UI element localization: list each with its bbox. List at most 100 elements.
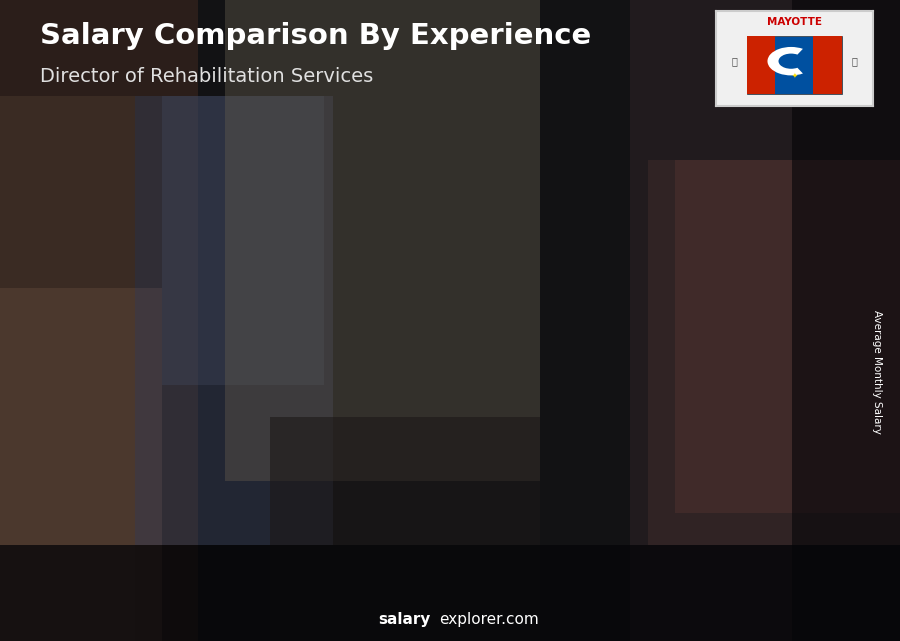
- Bar: [238, 438, 240, 577]
- Bar: [710, 160, 712, 577]
- Bar: [472, 299, 474, 577]
- Bar: [706, 160, 708, 577]
- Bar: [711, 160, 719, 577]
- Bar: [195, 438, 197, 577]
- Bar: [119, 508, 121, 577]
- Bar: [489, 299, 491, 577]
- Bar: [130, 508, 131, 577]
- Bar: [504, 299, 506, 577]
- Bar: [323, 369, 325, 577]
- Bar: [200, 438, 202, 577]
- Bar: [251, 438, 253, 577]
- Bar: [598, 229, 599, 577]
- Bar: [716, 160, 718, 577]
- Bar: [74, 508, 76, 577]
- Bar: [606, 229, 608, 577]
- Bar: [476, 299, 478, 577]
- Bar: [78, 508, 80, 577]
- Bar: [125, 508, 128, 577]
- Bar: [338, 369, 340, 577]
- Bar: [493, 299, 495, 577]
- Bar: [374, 369, 376, 577]
- Bar: [453, 299, 454, 577]
- Bar: [76, 508, 78, 577]
- Bar: [690, 160, 693, 577]
- Text: +nan%: +nan%: [502, 178, 565, 193]
- Text: 0 EUR: 0 EUR: [274, 350, 313, 363]
- Bar: [738, 160, 740, 577]
- Bar: [329, 369, 331, 577]
- Bar: [565, 229, 571, 577]
- Bar: [570, 229, 572, 577]
- Bar: [442, 299, 447, 577]
- Polygon shape: [629, 220, 638, 577]
- Bar: [589, 229, 591, 577]
- Bar: [257, 438, 259, 577]
- Bar: [234, 438, 236, 577]
- Bar: [498, 299, 500, 577]
- Bar: [448, 299, 451, 577]
- Bar: [482, 299, 485, 577]
- Bar: [588, 229, 596, 577]
- Bar: [601, 229, 604, 577]
- Bar: [340, 369, 342, 577]
- Bar: [325, 369, 327, 577]
- Bar: [86, 508, 89, 577]
- Text: ✦: ✦: [791, 72, 797, 78]
- Bar: [94, 508, 95, 577]
- Polygon shape: [752, 151, 761, 577]
- Text: +nan%: +nan%: [132, 392, 195, 407]
- Bar: [94, 508, 102, 577]
- Bar: [495, 299, 498, 577]
- Bar: [487, 299, 489, 577]
- Bar: [131, 508, 134, 577]
- Bar: [372, 369, 374, 577]
- Bar: [202, 438, 203, 577]
- Bar: [567, 229, 570, 577]
- Bar: [225, 0, 540, 481]
- Bar: [610, 229, 612, 577]
- Text: 🦑: 🦑: [851, 56, 857, 66]
- Bar: [355, 369, 357, 577]
- Bar: [465, 299, 468, 577]
- Text: +nan%: +nan%: [626, 106, 688, 121]
- Bar: [707, 160, 710, 577]
- Bar: [117, 508, 119, 577]
- Bar: [320, 369, 323, 577]
- Bar: [128, 508, 130, 577]
- Text: +nan%: +nan%: [379, 249, 442, 264]
- Bar: [792, 0, 900, 641]
- Bar: [121, 508, 123, 577]
- Bar: [227, 438, 230, 577]
- Bar: [206, 438, 208, 577]
- Text: 0 EUR: 0 EUR: [150, 419, 190, 433]
- Bar: [574, 229, 576, 577]
- Bar: [270, 417, 540, 641]
- Bar: [351, 369, 353, 577]
- Bar: [195, 438, 201, 577]
- Bar: [732, 160, 733, 577]
- Bar: [231, 438, 234, 577]
- Bar: [454, 299, 457, 577]
- Text: explorer.com: explorer.com: [439, 612, 539, 627]
- Bar: [334, 369, 336, 577]
- Text: 0 EUR: 0 EUR: [27, 489, 67, 502]
- Bar: [630, 0, 900, 641]
- Bar: [359, 369, 361, 577]
- Bar: [814, 35, 842, 94]
- Bar: [729, 160, 732, 577]
- Bar: [604, 229, 606, 577]
- Bar: [584, 229, 587, 577]
- Bar: [675, 160, 900, 513]
- Bar: [364, 369, 365, 577]
- Bar: [478, 299, 481, 577]
- Bar: [72, 508, 74, 577]
- Bar: [618, 229, 621, 577]
- Bar: [72, 508, 76, 577]
- Bar: [724, 160, 727, 577]
- Polygon shape: [506, 289, 515, 577]
- Text: 0 EUR: 0 EUR: [397, 281, 436, 294]
- Bar: [501, 299, 504, 577]
- Polygon shape: [195, 428, 268, 438]
- Bar: [467, 299, 470, 577]
